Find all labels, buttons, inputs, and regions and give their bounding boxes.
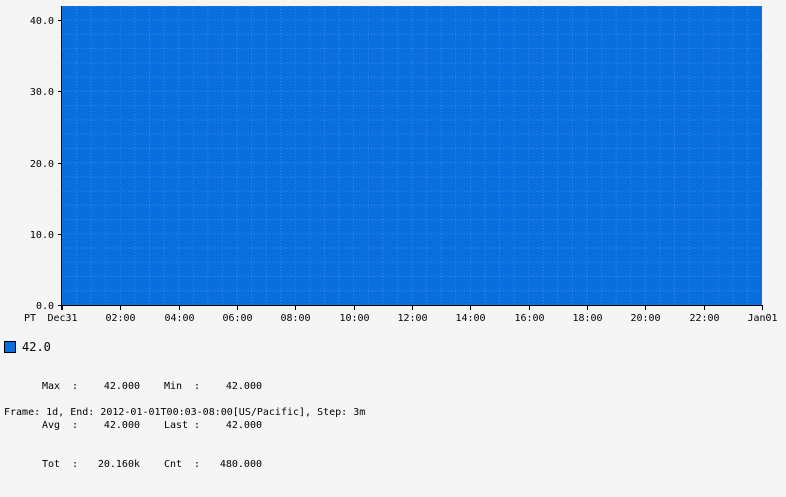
legend: 42.0 Max:42.000 Min:42.000 Avg:42.000 La… [4, 340, 262, 470]
y-tick-label: 10.0 [30, 230, 54, 241]
legend-stats: Max:42.000 Min:42.000 Avg:42.000 Last:42… [42, 354, 262, 497]
stat-label: Max [42, 381, 61, 392]
frame-info: Frame: 1d, End: 2012-01-01T00:03-08:00[U… [4, 407, 366, 418]
x-tick-label: 08:00 [280, 313, 310, 324]
x-tick-label: Dec31 [47, 313, 77, 324]
x-tick-label: 18:00 [572, 313, 602, 324]
stat-value: 20.160k [97, 459, 140, 470]
stat-value: 42.000 [225, 381, 262, 392]
y-tick-label: 30.0 [30, 87, 54, 98]
x-tick-label: 16:00 [514, 313, 544, 324]
x-tick-label: 06:00 [222, 313, 252, 324]
stat-label: Tot [42, 459, 61, 470]
x-tick-label: 02:00 [105, 313, 135, 324]
x-tick-label: 10:00 [339, 313, 369, 324]
chart: 0.0 10.0 20.0 30.0 40.0 Dec31 02:00 04:00 06:00 0… [24, 5, 778, 324]
stat-row: Max:42.000 Min:42.000 [42, 381, 262, 392]
x-tick-label: 22:00 [689, 313, 719, 324]
x-tick-label: 20:00 [630, 313, 660, 324]
legend-swatch [4, 341, 16, 353]
stat-label: Min [164, 381, 183, 392]
y-tick-label: 20.0 [30, 159, 54, 170]
stat-label: Cnt [164, 459, 183, 470]
stat-row: Tot:20.160k Cnt:480.000 [42, 459, 262, 470]
x-tick-label: Jan01 [747, 313, 777, 324]
timezone-label: PT [24, 313, 36, 324]
x-tick-label: 04:00 [164, 313, 194, 324]
stat-value: 480.000 [219, 459, 262, 470]
x-tick-label: 14:00 [455, 313, 485, 324]
legend-series-name: 42.0 [22, 340, 51, 354]
y-tick-label: 40.0 [30, 16, 54, 27]
stat-value: 42.000 [103, 381, 140, 392]
series-area [62, 6, 762, 305]
y-tick-label: 0.0 [36, 301, 54, 312]
x-tick-label: 12:00 [397, 313, 427, 324]
